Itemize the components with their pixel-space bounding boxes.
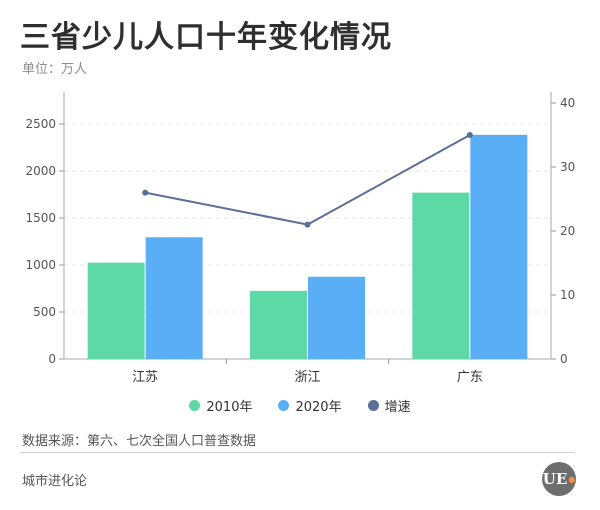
y-right-tick-label-0: 0 xyxy=(560,352,568,366)
legend-label-growth: 增速 xyxy=(384,400,411,415)
y-right-tick-label-3: 30 xyxy=(560,160,575,174)
y-left-tick-label-5: 2500 xyxy=(25,117,56,131)
footer-divider xyxy=(20,452,575,453)
brand-logo: UE ● xyxy=(542,462,576,496)
unit-label: 单位：万人 xyxy=(22,62,88,77)
y-left-tick-label-0: 0 xyxy=(48,352,56,366)
x-tick-label-0: 江苏 xyxy=(132,369,158,385)
chart-canvas: 0 500 1000 1500 2000 2500 0 10 20 30 40 江苏 浙江 广东 xyxy=(25,92,575,385)
bar-2020年-江苏 xyxy=(145,237,203,359)
y-left-tick-label-4: 2000 xyxy=(25,164,56,178)
line-point-增速-浙江 xyxy=(304,221,311,228)
legend-item-2020[interactable]: 2020年 xyxy=(278,396,342,415)
legend-item-growth[interactable]: 增速 xyxy=(367,396,411,415)
legend-item-2010[interactable]: 2010年 xyxy=(189,396,252,415)
y-right-tick-label-2: 20 xyxy=(560,224,575,238)
chart-title: 三省少儿人口十年变化情况 xyxy=(20,20,392,55)
x-tick-label-1: 浙江 xyxy=(294,370,320,385)
legend-label-2020: 2020年 xyxy=(295,400,342,415)
y-right-tick-label-4: 40 xyxy=(560,96,575,110)
legend-swatch-growth xyxy=(367,400,379,411)
bar-2010年-广东 xyxy=(412,192,470,359)
brand-logo-text: UE xyxy=(542,470,568,488)
legend-label-2010: 2010年 xyxy=(206,400,253,415)
line-point-增速-广东 xyxy=(466,132,473,138)
data-source: 数据来源：第六、七次全国人口普查数据 xyxy=(22,434,257,449)
legend-swatch-2020 xyxy=(278,400,290,411)
x-tick-label-2: 广东 xyxy=(457,370,483,385)
bar-2020年-广东 xyxy=(470,134,528,359)
legend: 2010年 2020年 增速 xyxy=(0,396,600,415)
bar-2010年-江苏 xyxy=(87,262,145,359)
line-point-增速-江苏 xyxy=(142,189,149,196)
y-right-tick-label-1: 10 xyxy=(560,288,575,302)
brand-name: 城市进化论 xyxy=(22,474,88,489)
y-left-tick-label-3: 1500 xyxy=(25,211,56,225)
y-left-tick-label-1: 500 xyxy=(33,305,56,319)
bar-2010年-浙江 xyxy=(250,290,307,359)
bar-2020年-浙江 xyxy=(308,276,365,359)
legend-swatch-2010 xyxy=(189,400,201,411)
y-left-tick-label-2: 1000 xyxy=(25,258,56,272)
